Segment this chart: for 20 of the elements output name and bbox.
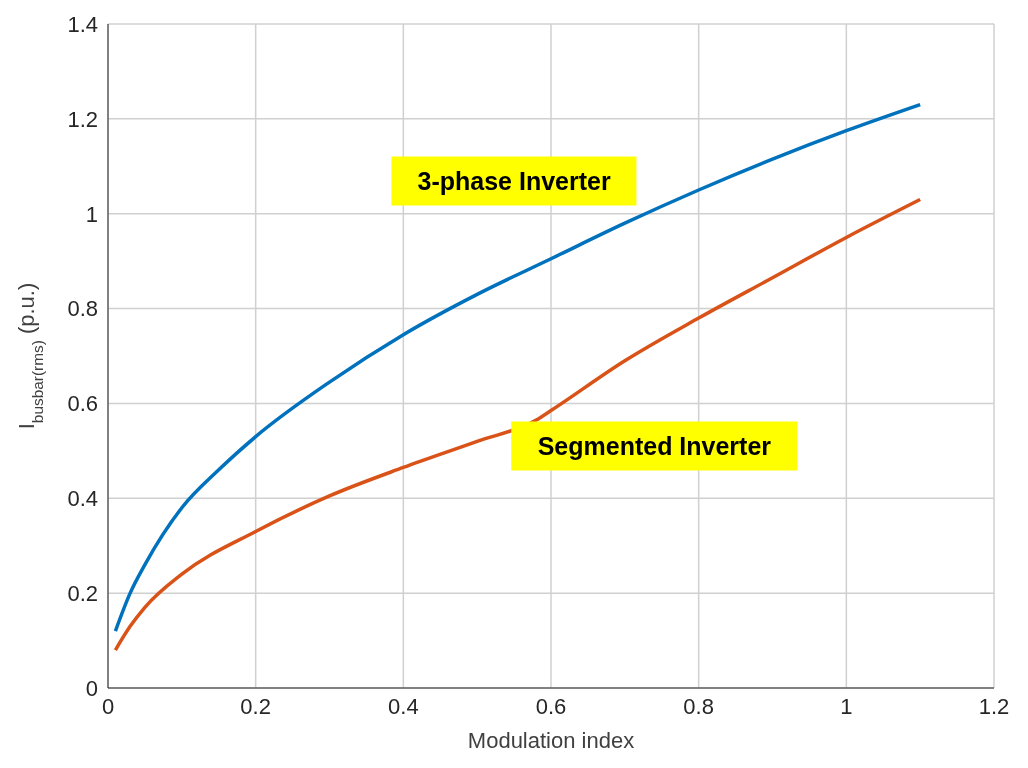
y-tick-label: 0.4: [67, 486, 98, 512]
x-tick-label: 0.6: [535, 693, 567, 719]
x-tick-label: 1: [840, 693, 853, 719]
y-tick-label: 1: [85, 201, 98, 227]
series-label: Segmented Inverter: [511, 421, 798, 471]
x-tick-label: 0.4: [388, 693, 419, 719]
x-tick-label: 0.8: [683, 693, 714, 719]
y-tick-label: 1.4: [67, 11, 98, 37]
y-tick-label: 0.6: [67, 391, 98, 417]
line-series: [113, 102, 922, 633]
y-tick-label: 1.2: [67, 106, 98, 132]
y-tick-label: 0.2: [67, 580, 98, 606]
y-tick-label: 0.8: [67, 296, 98, 322]
y-tick-label: 0: [85, 675, 98, 701]
line-series: [113, 197, 922, 652]
series-label: 3-phase Inverter: [391, 156, 637, 205]
x-tick-label: 1.2: [978, 693, 1010, 719]
x-tick-label: 0.2: [240, 693, 271, 719]
x-tick-label: 0: [101, 693, 115, 719]
x-axis-title: Modulation index: [467, 728, 635, 753]
